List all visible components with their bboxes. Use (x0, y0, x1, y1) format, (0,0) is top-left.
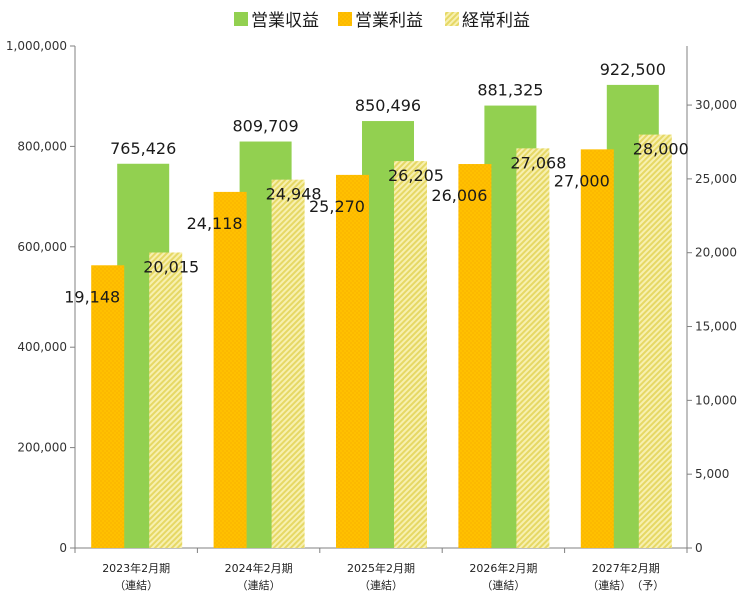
bar-operating-profit (213, 191, 247, 548)
x-tick-label: 2025年2月期 (347, 561, 415, 575)
legend-swatch (445, 12, 459, 26)
y-right-tick-label: 30,000 (695, 98, 737, 112)
x-tick-label: 2024年2月期 (225, 561, 293, 575)
x-tick-label: 2023年2月期 (102, 561, 170, 575)
data-label-ordinary-profit: 20,015 (143, 257, 199, 276)
data-label-ordinary-profit: 27,068 (510, 153, 566, 172)
bar-ordinary-profit (149, 252, 183, 548)
bar-ordinary-profit (516, 148, 550, 548)
data-label-revenue: 850,496 (355, 96, 421, 115)
data-labels: 765,426 19,148 20,015 809,709 24,118 24,948 85… (64, 60, 689, 306)
bar-ordinary-profit (394, 161, 427, 548)
y-left-tick-label: 400,000 (17, 340, 67, 354)
data-label-operating-profit: 25,270 (309, 197, 365, 216)
bar-operating-profit (580, 149, 614, 548)
legend-label: 営業利益 (355, 11, 423, 31)
y-right-tick-label: 0 (695, 541, 703, 555)
bar-ordinary-profit (638, 134, 672, 548)
y-axis-left: 0 200,000 400,000 600,000 800,000 1,000,000 (6, 39, 76, 555)
data-label-operating-profit: 19,148 (64, 287, 120, 306)
data-label-revenue: 922,500 (600, 60, 666, 79)
legend: 営業収益 営業利益 経常利益 (234, 11, 530, 31)
y-axis-right: 0 5,000 10,000 15,000 20,000 25,000 30,000 (686, 46, 737, 555)
y-right-tick-label: 10,000 (695, 393, 737, 407)
legend-swatch (338, 12, 352, 26)
x-tick-label: （連結） (359, 578, 403, 592)
data-label-revenue: 809,709 (233, 117, 299, 136)
legend-label: 営業収益 (251, 11, 319, 31)
y-right-tick-label: 20,000 (695, 246, 737, 260)
legend-swatch (234, 12, 248, 26)
y-left-tick-label: 200,000 (17, 441, 67, 455)
data-label-revenue: 881,325 (477, 81, 543, 100)
y-left-tick-label: 800,000 (17, 139, 67, 153)
y-right-tick-label: 25,000 (695, 172, 737, 186)
x-tick-label: （連結） (114, 578, 158, 592)
y-right-tick-label: 5,000 (695, 467, 729, 481)
data-label-ordinary-profit: 24,948 (266, 185, 322, 204)
data-label-operating-profit: 26,006 (431, 186, 487, 205)
x-axis: 2023年2月期 （連結） 2024年2月期 （連結） 2025年2月期 （連結） 2026… (74, 547, 688, 592)
bar-ordinary-profit (271, 179, 305, 548)
x-tick-label: （連結） (237, 578, 281, 592)
bars (91, 84, 672, 549)
y-left-tick-label: 1,000,000 (6, 39, 67, 53)
data-label-revenue: 765,426 (110, 139, 176, 158)
bar-operating-profit (91, 265, 125, 548)
data-label-ordinary-profit: 28,000 (633, 140, 689, 159)
y-left-tick-label: 0 (59, 541, 67, 555)
legend-label: 経常利益 (462, 11, 530, 31)
bar-operating-profit (458, 164, 492, 548)
bar-operating-profit (336, 174, 369, 549)
y-right-tick-label: 15,000 (695, 320, 737, 334)
x-tick-label: （連結） （予） (587, 578, 664, 592)
data-label-operating-profit: 24,118 (187, 214, 243, 233)
data-label-operating-profit: 27,000 (554, 171, 610, 190)
x-tick-label: （連結） (481, 578, 525, 592)
data-label-ordinary-profit: 26,205 (388, 166, 444, 185)
x-tick-label: 2027年2月期 (592, 561, 660, 575)
y-left-tick-label: 600,000 (17, 240, 67, 254)
x-tick-label: 2026年2月期 (469, 561, 537, 575)
